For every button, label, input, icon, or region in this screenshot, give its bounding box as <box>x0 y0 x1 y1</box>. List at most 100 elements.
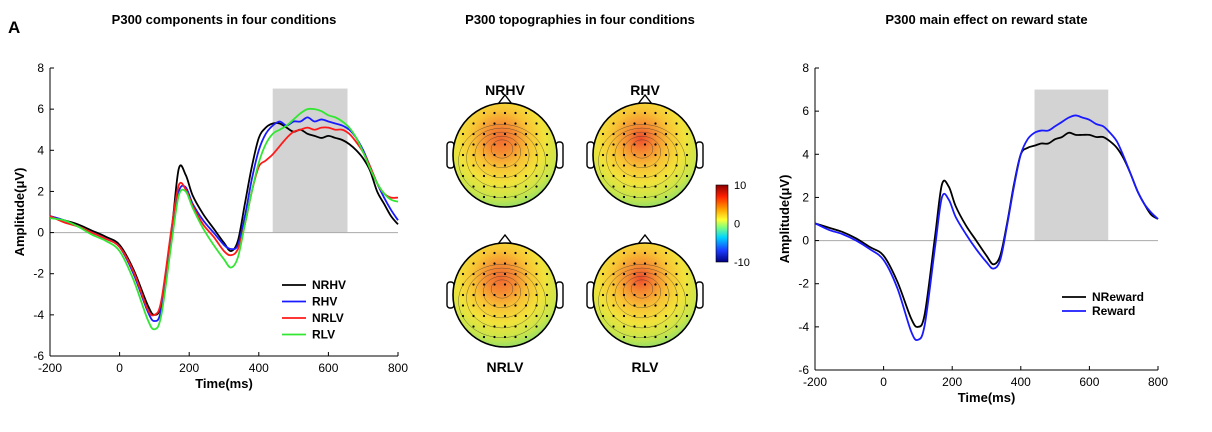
topomap-electrode <box>654 304 657 307</box>
topomap-electrode <box>654 262 657 265</box>
topomap-electrode <box>545 164 549 167</box>
topomap-electrode <box>524 195 528 199</box>
topomap-electrode <box>633 304 636 307</box>
topomap-electrode <box>535 314 538 318</box>
chart-0-legend: NRHV RHV NRLV RLV <box>274 277 364 349</box>
topomap-electrode <box>633 164 636 167</box>
topomap-electrode <box>545 143 549 146</box>
topomap-electrode <box>482 111 486 115</box>
topomap-electrode <box>622 262 626 265</box>
chart-2-y-tick-label: 4 <box>802 147 809 161</box>
topomap-electrode <box>654 185 657 188</box>
topomap-electrode <box>535 304 538 307</box>
topomap-electrode <box>503 272 507 276</box>
topomap-electrode <box>503 143 507 146</box>
topomap-contour <box>458 124 546 198</box>
chart-2-x-tick-label: 400 <box>1011 375 1031 389</box>
topomap-electrode <box>503 251 507 255</box>
topomap-electrode <box>493 262 496 265</box>
topomap-label-nrlv: NRLV <box>486 359 524 375</box>
chart-0-x-tick-label: 600 <box>318 361 338 375</box>
topomap-electrode <box>535 293 538 297</box>
chart-0-y-tick-label: 8 <box>37 61 44 75</box>
topomap-electrode <box>601 153 605 157</box>
chart-2-x-tick-label: 800 <box>1148 375 1168 389</box>
topomap-electrode <box>514 272 517 276</box>
topomap-electrode <box>622 293 626 297</box>
topomap-electrode <box>654 251 657 255</box>
chart-2-x-axis-label: Time(ms) <box>958 390 1016 405</box>
topomap-electrode <box>461 272 465 276</box>
topomap-electrode <box>664 132 668 136</box>
topomap-electrode <box>664 325 668 328</box>
topomap-electrode <box>675 143 678 146</box>
topomap-electrode <box>675 325 678 328</box>
chart-2-title: P300 main effect on reward state <box>885 12 1087 27</box>
topomap-electrode <box>482 293 486 297</box>
topomap-electrode <box>472 122 475 125</box>
topomap-electrode <box>472 293 475 297</box>
topomap-electrode <box>503 304 507 307</box>
topomap-electrode <box>633 293 636 297</box>
topomap-electrode <box>524 143 528 146</box>
topomap-nrlv: NRLV <box>446 233 564 375</box>
topomap-electrode <box>601 132 605 136</box>
chart-2-y-tick-label: -4 <box>798 320 809 334</box>
chart-0-y-tick-label: 0 <box>37 226 44 240</box>
chart-2-y-tick-label: 2 <box>802 190 809 204</box>
topomap-electrode <box>654 111 657 115</box>
topomap-electrode <box>612 132 615 136</box>
topomap-electrode <box>493 132 496 136</box>
chart-2-legend-label-reward: Reward <box>1092 304 1135 318</box>
topomap-electrode <box>654 164 657 167</box>
topomap-electrode <box>493 153 496 157</box>
chart-2-x-tick-label: 200 <box>942 375 962 389</box>
topomap-electrode <box>622 174 626 178</box>
topomap-electrode <box>493 283 496 286</box>
topomap-electrode <box>482 251 486 255</box>
topomap-electrode <box>503 111 507 115</box>
topomap-electrode <box>622 314 626 318</box>
topomap-electrode <box>643 122 647 125</box>
topomap-electrode <box>643 143 647 146</box>
topomap-contour <box>598 124 686 198</box>
topomap-electrode <box>461 304 465 307</box>
topomap-electrode <box>493 272 496 276</box>
topomap-electrode <box>685 272 689 276</box>
topomap-electrode <box>654 314 657 318</box>
topomap-electrode <box>664 111 668 115</box>
topomap-electrode <box>685 132 689 136</box>
topomap-electrode <box>472 325 475 328</box>
colorbar-tick-label: -10 <box>734 257 750 269</box>
topomap-electrode <box>675 174 678 178</box>
topomap-electrode <box>612 293 615 297</box>
topomap-electrode <box>482 185 486 188</box>
chart-0-x-tick-label: 400 <box>249 361 269 375</box>
topomap-electrode <box>664 164 668 167</box>
topomap-electrode <box>472 272 475 276</box>
chart-2-y-tick-label: 6 <box>802 104 809 118</box>
topomap-electrode <box>461 174 465 178</box>
topomap-contour <box>474 271 530 319</box>
colorbar <box>715 184 729 263</box>
topomap-electrode <box>622 272 626 276</box>
topomap-contour <box>622 135 662 169</box>
topomap-electrode <box>643 314 647 318</box>
topomap-electrode <box>524 122 528 125</box>
topomap-electrode <box>514 195 517 199</box>
topomap-electrode <box>675 132 678 136</box>
chart-0-title: P300 components in four conditions <box>112 12 337 27</box>
topomap-electrode <box>461 293 465 297</box>
chart-0-y-axis-label: Amplitude(μV) <box>12 168 27 257</box>
topomap-electrode <box>482 325 486 328</box>
chart-2-y-axis-label: Amplitude(μV) <box>777 175 792 264</box>
topomap-electrode <box>664 185 668 188</box>
topomap-electrode <box>633 335 636 339</box>
chart-0-y-tick-label: -2 <box>33 267 44 281</box>
topomap-nose <box>637 93 653 105</box>
topomap-electrode <box>524 314 528 318</box>
topomap-electrode <box>514 164 517 167</box>
left-line-chart: P300 components in four conditions -200 0 2… <box>12 12 408 391</box>
topomap-electrode <box>535 325 538 328</box>
topomap-contour <box>474 131 530 179</box>
